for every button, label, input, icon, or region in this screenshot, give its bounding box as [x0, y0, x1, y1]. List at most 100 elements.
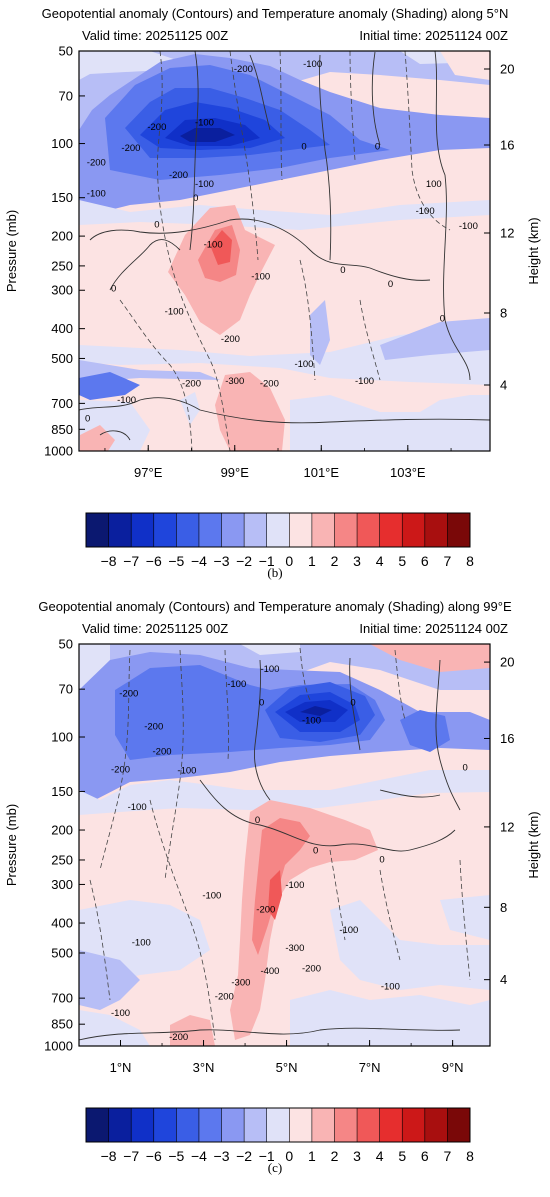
contour-label: 0 — [440, 314, 445, 325]
colorbar-tick-label: −8 — [101, 1148, 117, 1164]
y-tick-label: 70 — [59, 88, 73, 103]
colorbar-tick-label: 7 — [444, 553, 452, 569]
colorbar-swatch — [86, 1108, 109, 1142]
colorbar-swatch — [86, 513, 109, 547]
colorbar-swatch — [131, 1108, 155, 1142]
chart-b-valid-time: Valid time: 20251125 00Z — [82, 28, 228, 43]
colorbar-swatch — [357, 513, 380, 547]
y-tick-label: 300 — [51, 283, 73, 298]
chart-c-contour-labels: -200 -200 -200 -200 -100 -100 -100 0 0 -100 0 -100 0… — [111, 664, 468, 1043]
y-tick-label: 300 — [51, 877, 73, 892]
chart-b-x-ticks: 97°E 99°E 101°E 103°E — [104, 445, 452, 480]
y-tick-label: 850 — [51, 422, 73, 437]
contour-label: 0 — [111, 283, 116, 294]
contour-label: -100 — [416, 206, 435, 217]
y-tick-label: 50 — [59, 637, 73, 652]
colorbar-swatch — [424, 1108, 448, 1142]
y-tick-label: 850 — [51, 1017, 73, 1032]
chart-c-valid-time: Valid time: 20251125 00Z — [82, 621, 228, 636]
x-tick-label: 101°E — [303, 465, 339, 480]
y-tick-label: 250 — [51, 258, 73, 273]
chart-b: Geopotential anomaly (Contours) and Temp… — [4, 6, 541, 580]
contour-label: -200 — [256, 904, 275, 915]
x-tick-label: 7°N — [359, 1060, 381, 1075]
contour-label: 0 — [379, 854, 384, 865]
colorbar-tick-label: −5 — [168, 553, 184, 569]
chart-b-shading — [79, 51, 490, 451]
chart-b-title: Geopotential anomaly (Contours) and Temp… — [42, 6, 509, 21]
contour-label: -200 — [153, 747, 172, 758]
chart-c-x-ticks: 1°N 3°N 5°N 7°N 9°N — [78, 1040, 464, 1075]
colorbar-swatch — [424, 513, 448, 547]
colorbar-swatch — [176, 1108, 200, 1142]
colorbar-swatch — [379, 1108, 403, 1142]
contour-label: -100 — [195, 179, 214, 190]
colorbar-tick-label: 1 — [308, 1148, 316, 1164]
colorbar-swatch — [108, 513, 132, 547]
contour-label: 0 — [350, 697, 355, 708]
colorbar-tick-label: −3 — [214, 1148, 230, 1164]
colorbar-tick-label: 5 — [398, 553, 406, 569]
y2-tick-label: 16 — [500, 731, 514, 746]
contour-label: -100 — [204, 239, 223, 250]
y-tick-label: 100 — [51, 730, 73, 745]
y-tick-label: 150 — [51, 784, 73, 799]
chart-c-y2label: Height (km) — [526, 811, 541, 878]
colorbar-tick-label: −1 — [259, 553, 275, 569]
contour-label: -200 — [302, 964, 321, 975]
colorbar-swatch — [447, 513, 471, 547]
chart-c-y-ticks: 50 70 100 150 200 250 300 400 500 700 850 1000 — [44, 637, 85, 1054]
chart-b-ylabel: Pressure (mb) — [4, 210, 19, 292]
contour-label: -100 — [251, 272, 270, 283]
chart-c: Geopotential anomaly (Contours) and Temp… — [4, 599, 541, 1175]
contour-label: -100 — [294, 359, 313, 370]
contour-label: 0 — [313, 845, 318, 856]
contour-label: 0 — [85, 413, 90, 424]
chart-c-ylabel: Pressure (mb) — [4, 804, 19, 886]
y-tick-label: 50 — [59, 44, 73, 59]
panel-label-c: (c) — [268, 1160, 282, 1175]
colorbar-tick-label: −4 — [191, 1148, 207, 1164]
colorbar-tick-label: 0 — [285, 553, 293, 569]
contour-label: 0 — [340, 265, 345, 276]
contour-label: -200 — [169, 170, 188, 181]
chart-b-y2-ticks: 20 16 12 8 4 — [484, 62, 514, 393]
colorbar-swatch — [244, 1108, 268, 1142]
contour-label: -200 — [121, 143, 140, 154]
colorbar-swatch — [334, 513, 358, 547]
colorbar-swatch — [153, 513, 177, 547]
colorbar-tick-label: −1 — [259, 1148, 275, 1164]
y-tick-label: 100 — [51, 136, 73, 151]
contour-label: 0 — [154, 220, 159, 231]
x-tick-label: 103°E — [390, 465, 426, 480]
contour-label: -200 — [87, 158, 106, 169]
colorbar-swatch — [266, 1108, 290, 1142]
contour-label: -200 — [234, 64, 253, 75]
y-tick-label: 200 — [51, 823, 73, 838]
y-tick-label: 250 — [51, 852, 73, 867]
colorbar-swatch — [289, 1108, 313, 1142]
colorbar-swatch — [334, 1108, 358, 1142]
colorbar-tick-label: −5 — [168, 1148, 184, 1164]
contour-label: -100 — [128, 802, 147, 813]
colorbar-swatch — [198, 513, 222, 547]
colorbar-tick-label: 2 — [331, 1148, 339, 1164]
x-tick-label: 9°N — [442, 1060, 464, 1075]
colorbar-swatch — [221, 1108, 245, 1142]
contour-label: -300 — [285, 943, 304, 954]
contour-label: 0 — [375, 142, 380, 153]
contour-label: 0 — [388, 279, 393, 290]
y2-tick-label: 12 — [500, 819, 514, 834]
chart-b-initial-time: Initial time: 20251124 00Z — [359, 28, 508, 43]
y-tick-label: 500 — [51, 945, 73, 960]
y-tick-label: 70 — [59, 682, 73, 697]
colorbar-tick-label: 8 — [466, 553, 474, 569]
contour-label: -200 — [147, 122, 166, 133]
contour-label: -100 — [302, 715, 321, 726]
chart-b-dashed-contours — [119, 51, 451, 451]
y-tick-label: 500 — [51, 351, 73, 366]
contour-label: -200 — [144, 721, 163, 732]
contour-label: -400 — [260, 966, 279, 977]
y2-tick-label: 8 — [500, 900, 507, 915]
colorbar-swatch — [108, 1108, 132, 1142]
